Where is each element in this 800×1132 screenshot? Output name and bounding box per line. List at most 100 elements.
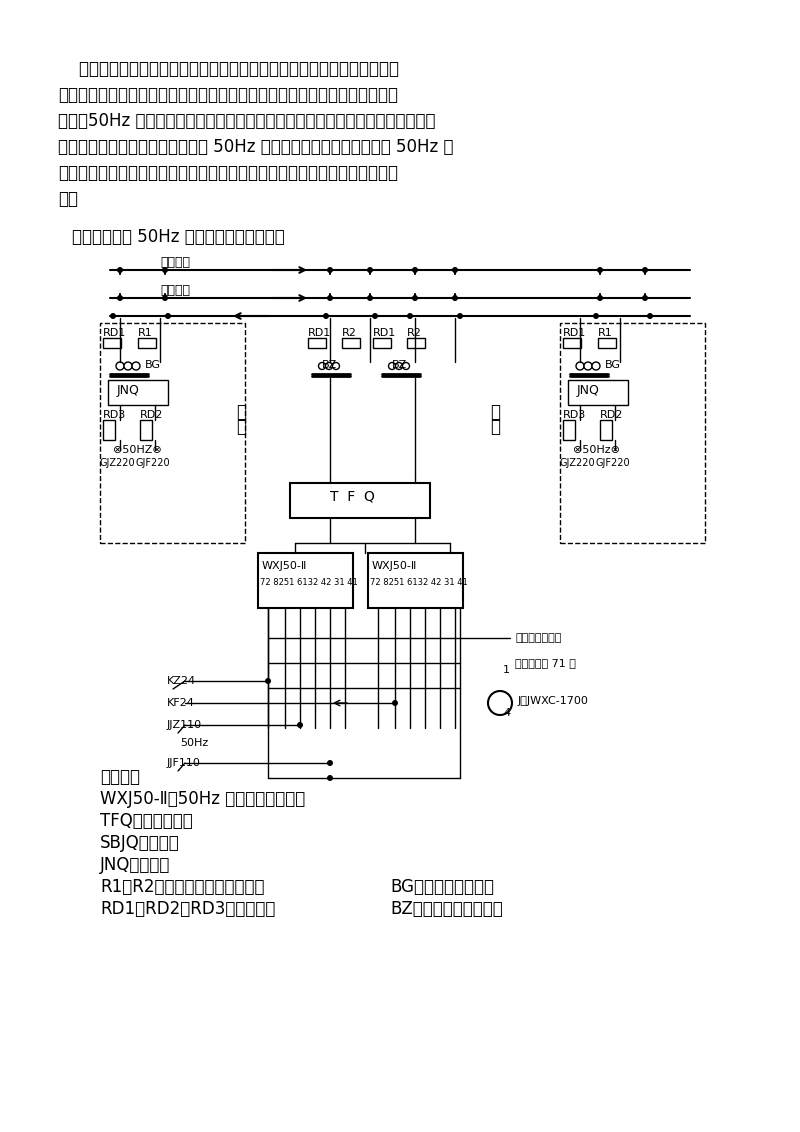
Circle shape: [327, 760, 333, 766]
Text: R1、R2：送、受电端限流电阻；: R1、R2：送、受电端限流电阻；: [100, 878, 265, 897]
Circle shape: [367, 267, 373, 273]
Text: RD2: RD2: [140, 410, 163, 420]
Bar: [140, 420, 152, 440]
Text: 72 8251 6132 42 31 41: 72 8251 6132 42 31 41: [260, 578, 358, 588]
Circle shape: [132, 362, 140, 370]
Text: 牵引电流: 牵引电流: [160, 256, 190, 269]
Text: GJF220: GJF220: [135, 458, 170, 468]
Circle shape: [647, 314, 653, 319]
Text: 内: 内: [490, 418, 500, 436]
Text: JNQ: JNQ: [577, 384, 600, 397]
Circle shape: [110, 314, 116, 319]
Bar: [342, 338, 360, 348]
Text: T  F  Q: T F Q: [330, 489, 375, 503]
Bar: [600, 420, 612, 440]
Circle shape: [326, 362, 333, 369]
Bar: [373, 338, 391, 348]
Circle shape: [117, 267, 123, 273]
Circle shape: [407, 314, 413, 319]
Bar: [407, 338, 425, 348]
Text: R1: R1: [138, 328, 153, 338]
Circle shape: [372, 314, 378, 319]
Bar: [108, 380, 168, 405]
Text: 城市铁路、地铁工程车辆段内的列车无机车信号显示，因此其轨道电路的: 城市铁路、地铁工程车辆段内的列车无机车信号显示，因此其轨道电路的: [58, 60, 399, 78]
Text: R1: R1: [598, 328, 613, 338]
Bar: [563, 338, 581, 348]
Circle shape: [642, 295, 648, 301]
Circle shape: [597, 295, 603, 301]
Text: RD1: RD1: [373, 328, 396, 338]
Bar: [258, 554, 353, 608]
Text: ⊗50Hz⊗: ⊗50Hz⊗: [573, 445, 620, 455]
Circle shape: [584, 362, 592, 370]
Text: 室: 室: [236, 418, 246, 436]
Circle shape: [116, 362, 124, 370]
Text: WXJ50-Ⅱ：50Hz 微电子相敏接收器: WXJ50-Ⅱ：50Hz 微电子相敏接收器: [100, 790, 306, 808]
Circle shape: [592, 362, 600, 370]
Bar: [563, 420, 575, 440]
Circle shape: [162, 267, 168, 273]
Circle shape: [392, 700, 398, 706]
Circle shape: [124, 362, 132, 370]
Bar: [308, 338, 326, 348]
Circle shape: [412, 267, 418, 273]
Text: BZ: BZ: [322, 360, 338, 370]
Text: 至报警器输 71 端: 至报警器输 71 端: [515, 658, 576, 668]
Bar: [100, 323, 245, 543]
Circle shape: [265, 678, 271, 684]
Text: TFQ：调相防雷器: TFQ：调相防雷器: [100, 812, 193, 830]
Text: RD1: RD1: [308, 328, 331, 338]
Circle shape: [333, 362, 339, 369]
Text: SBJQ：报警器: SBJQ：报警器: [100, 834, 180, 852]
Text: R2: R2: [407, 328, 422, 338]
Text: 至报警器输入端: 至报警器输入端: [515, 633, 562, 643]
Bar: [598, 338, 616, 348]
Text: 4: 4: [503, 708, 510, 718]
Text: RD3: RD3: [103, 410, 126, 420]
Text: GJZ220: GJZ220: [560, 458, 596, 468]
Text: BG: BG: [145, 360, 161, 370]
Circle shape: [452, 267, 458, 273]
Text: ⊗50HZ⊗: ⊗50HZ⊗: [113, 445, 162, 455]
Text: JJZ110: JJZ110: [167, 720, 202, 730]
Circle shape: [642, 267, 648, 273]
Text: RD3: RD3: [563, 410, 586, 420]
Bar: [103, 338, 121, 348]
Circle shape: [327, 295, 333, 301]
Text: R2: R2: [342, 328, 357, 338]
Circle shape: [117, 295, 123, 301]
Circle shape: [402, 362, 410, 369]
Circle shape: [488, 691, 512, 715]
Text: RD1: RD1: [103, 328, 126, 338]
Bar: [560, 323, 705, 543]
Bar: [290, 483, 430, 518]
Text: WXJ50-Ⅱ: WXJ50-Ⅱ: [372, 561, 418, 571]
Text: 信号电流: 信号电流: [160, 284, 190, 297]
Text: 1: 1: [503, 664, 510, 675]
Text: WXJ50-Ⅱ: WXJ50-Ⅱ: [262, 561, 307, 571]
Text: 室: 室: [236, 403, 246, 421]
Text: 设备构成: 设备构成: [100, 767, 140, 786]
Text: 外: 外: [490, 403, 500, 421]
Text: 功能仅为列车占用检查，由于其电力机车一般为直流牵引，且牵引回流为单条: 功能仅为列车占用检查，由于其电力机车一般为直流牵引，且牵引回流为单条: [58, 86, 398, 104]
Circle shape: [389, 362, 395, 369]
Circle shape: [297, 722, 303, 728]
Text: 50Hz: 50Hz: [180, 738, 208, 748]
Text: 故轨道电路采用单轨条回流方式的 50Hz 相敏轨道电路。现将单轨条式 50Hz 相: 故轨道电路采用单轨条回流方式的 50Hz 相敏轨道电路。现将单轨条式 50Hz …: [58, 138, 454, 156]
Text: 一、单轨条式 50Hz 相敏轨道电路原理图。: 一、单轨条式 50Hz 相敏轨道电路原理图。: [72, 228, 285, 246]
Circle shape: [395, 362, 402, 369]
Text: BG: BG: [605, 360, 621, 370]
Circle shape: [162, 295, 168, 301]
Circle shape: [452, 295, 458, 301]
Text: GJZ220: GJZ220: [100, 458, 136, 468]
Circle shape: [597, 267, 603, 273]
Bar: [368, 554, 463, 608]
Text: BZ：受电端中继变压器: BZ：受电端中继变压器: [390, 900, 502, 918]
Text: BG：送端电源变压器: BG：送端电源变压器: [390, 878, 494, 897]
Bar: [568, 380, 628, 405]
Text: GJF220: GJF220: [595, 458, 630, 468]
Text: RD2: RD2: [600, 410, 623, 420]
Circle shape: [323, 314, 329, 319]
Circle shape: [576, 362, 584, 370]
Text: J：JWXC-1700: J：JWXC-1700: [518, 696, 589, 706]
